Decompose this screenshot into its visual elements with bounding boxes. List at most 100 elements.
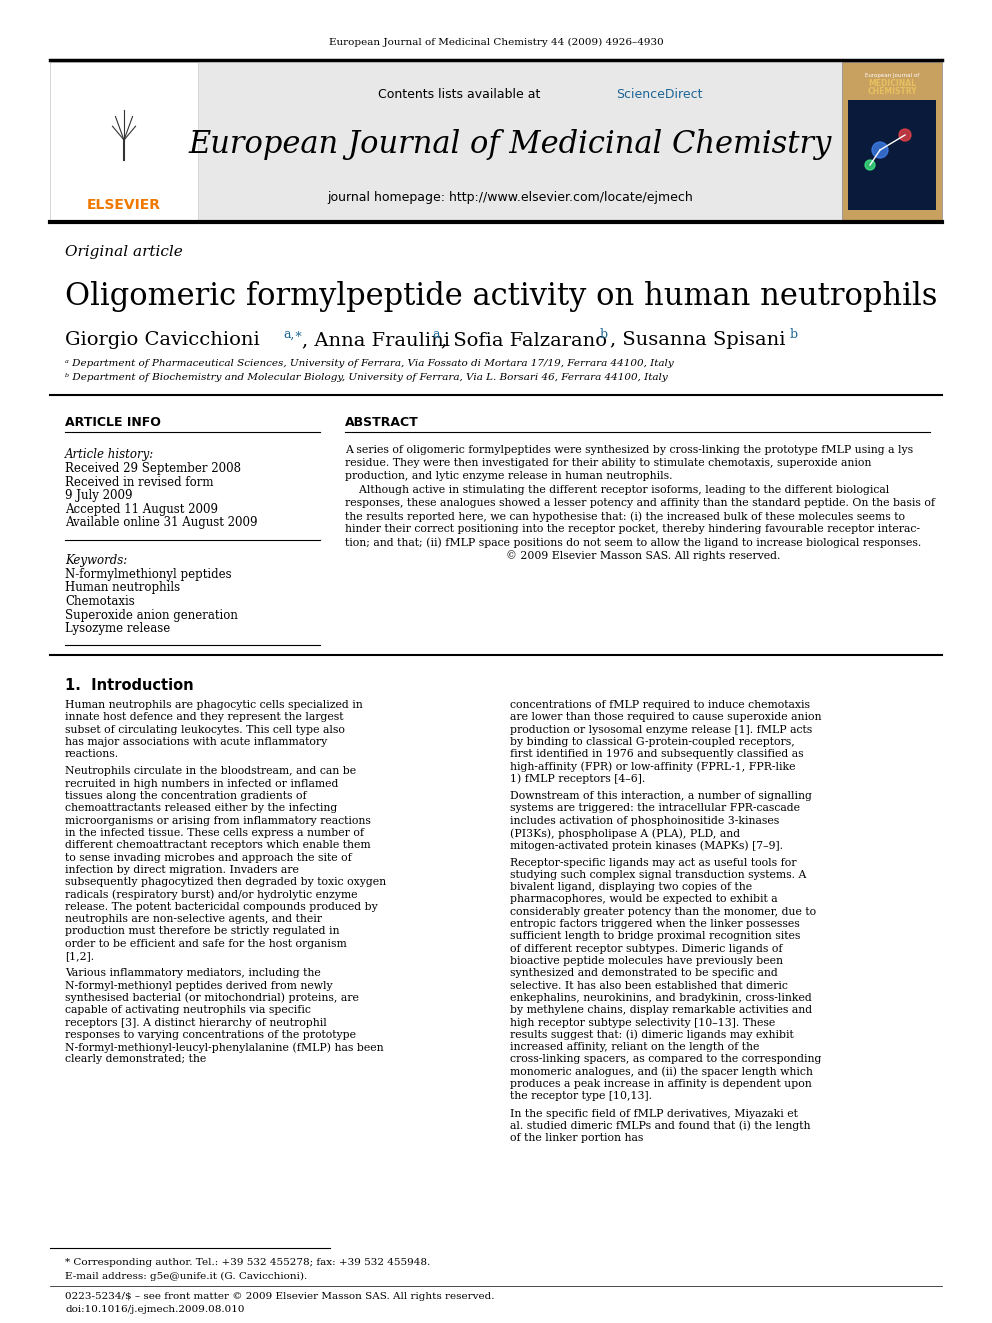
Text: European Journal of Medicinal Chemistry: European Journal of Medicinal Chemistry	[188, 130, 831, 160]
Text: synthesised bacterial (or mitochondrial) proteins, are: synthesised bacterial (or mitochondrial)…	[65, 992, 359, 1003]
Text: [1,2].: [1,2].	[65, 951, 94, 960]
Text: ScienceDirect: ScienceDirect	[616, 89, 702, 102]
Text: increased affinity, reliant on the length of the: increased affinity, reliant on the lengt…	[510, 1043, 759, 1052]
Text: first identified in 1976 and subsequently classified as: first identified in 1976 and subsequentl…	[510, 749, 804, 759]
Bar	[842, 62, 942, 220]
Text: Received 29 September 2008: Received 29 September 2008	[65, 462, 241, 475]
Text: radicals (respiratory burst) and/or hydrolytic enzyme: radicals (respiratory burst) and/or hydr…	[65, 889, 357, 900]
Text: 1.  Introduction: 1. Introduction	[65, 677, 193, 693]
Text: N-formylmethionyl peptides: N-formylmethionyl peptides	[65, 568, 231, 581]
Text: synthesized and demonstrated to be specific and: synthesized and demonstrated to be speci…	[510, 968, 778, 978]
Text: chemoattractants released either by the infecting: chemoattractants released either by the …	[65, 803, 337, 814]
Text: produces a peak increase in affinity is dependent upon: produces a peak increase in affinity is …	[510, 1080, 811, 1089]
Text: release. The potent bactericidal compounds produced by: release. The potent bactericidal compoun…	[65, 902, 378, 912]
Text: a: a	[432, 328, 439, 340]
Bar	[50, 62, 942, 220]
Text: Receptor-specific ligands may act as useful tools for: Receptor-specific ligands may act as use…	[510, 857, 797, 868]
Text: systems are triggered: the intracellular FPR-cascade: systems are triggered: the intracellular…	[510, 803, 800, 814]
Text: a,∗: a,∗	[283, 328, 303, 340]
Text: 0223-5234/$ – see front matter © 2009 Elsevier Masson SAS. All rights reserved.: 0223-5234/$ – see front matter © 2009 El…	[65, 1293, 494, 1301]
Circle shape	[865, 160, 875, 169]
Text: © 2009 Elsevier Masson SAS. All rights reserved.: © 2009 Elsevier Masson SAS. All rights r…	[345, 550, 781, 561]
Text: Article history:: Article history:	[65, 448, 154, 460]
Text: infection by direct migration. Invaders are: infection by direct migration. Invaders …	[65, 865, 299, 875]
Text: order to be efficient and safe for the host organism: order to be efficient and safe for the h…	[65, 939, 347, 949]
Text: monomeric analogues, and (ii) the spacer length which: monomeric analogues, and (ii) the spacer…	[510, 1066, 812, 1077]
Text: Although active in stimulating the different receptor isoforms, leading to the d: Although active in stimulating the diffe…	[345, 484, 889, 495]
Text: recruited in high numbers in infected or inflamed: recruited in high numbers in infected or…	[65, 779, 338, 789]
Text: al. studied dimeric fMLPs and found that (i) the length: al. studied dimeric fMLPs and found that…	[510, 1121, 810, 1131]
Text: results suggest that: (i) dimeric ligands may exhibit: results suggest that: (i) dimeric ligand…	[510, 1029, 794, 1040]
Text: sufficient length to bridge proximal recognition sites: sufficient length to bridge proximal rec…	[510, 931, 801, 942]
Text: MEDICINAL: MEDICINAL	[868, 78, 916, 87]
Text: 1) fMLP receptors [4–6].: 1) fMLP receptors [4–6].	[510, 774, 645, 785]
Text: A series of oligomeric formylpeptides were synthesized by cross-linking the prot: A series of oligomeric formylpeptides we…	[345, 445, 913, 455]
Text: neutrophils are non-selective agents, and their: neutrophils are non-selective agents, an…	[65, 914, 322, 923]
Text: receptors [3]. A distinct hierarchy of neutrophil: receptors [3]. A distinct hierarchy of n…	[65, 1017, 326, 1028]
Text: has major associations with acute inflammatory: has major associations with acute inflam…	[65, 737, 327, 747]
Text: bioactive peptide molecules have previously been: bioactive peptide molecules have previou…	[510, 957, 783, 966]
Text: by methylene chains, display remarkable activities and: by methylene chains, display remarkable …	[510, 1005, 812, 1015]
Text: different chemoattractant receptors which enable them: different chemoattractant receptors whic…	[65, 840, 371, 851]
Text: enkephalins, neurokinins, and bradykinin, cross-linked: enkephalins, neurokinins, and bradykinin…	[510, 992, 811, 1003]
Text: , Susanna Spisani: , Susanna Spisani	[610, 331, 786, 349]
Text: Original article: Original article	[65, 245, 183, 259]
Text: ARTICLE INFO: ARTICLE INFO	[65, 415, 161, 429]
Text: Downstream of this interaction, a number of signalling: Downstream of this interaction, a number…	[510, 791, 811, 802]
Text: * Corresponding author. Tel.: +39 532 455278; fax: +39 532 455948.: * Corresponding author. Tel.: +39 532 45…	[65, 1258, 431, 1267]
Text: ᵃ Department of Pharmaceutical Sciences, University of Ferrara, Via Fossato di M: ᵃ Department of Pharmaceutical Sciences,…	[65, 360, 674, 369]
Text: cross-linking spacers, as compared to the corresponding: cross-linking spacers, as compared to th…	[510, 1054, 821, 1065]
Text: residue. They were then investigated for their ability to stimulate chemotaxis, : residue. They were then investigated for…	[345, 458, 871, 468]
Text: the results reported here, we can hypothesise that: (i) the increased bulk of th: the results reported here, we can hypoth…	[345, 511, 905, 521]
Text: E-mail address: g5e@unife.it (G. Cavicchioni).: E-mail address: g5e@unife.it (G. Cavicch…	[65, 1271, 308, 1281]
Text: b: b	[600, 328, 608, 340]
Text: concentrations of fMLP required to induce chemotaxis: concentrations of fMLP required to induc…	[510, 700, 810, 710]
Text: Lysozyme release: Lysozyme release	[65, 622, 171, 635]
Text: In the specific field of fMLP derivatives, Miyazaki et: In the specific field of fMLP derivative…	[510, 1109, 798, 1119]
Text: of different receptor subtypes. Dimeric ligands of: of different receptor subtypes. Dimeric …	[510, 943, 783, 954]
Text: the receptor type [10,13].: the receptor type [10,13].	[510, 1091, 652, 1101]
Text: b: b	[790, 328, 799, 340]
Text: Various inflammatory mediators, including the: Various inflammatory mediators, includin…	[65, 968, 320, 978]
Text: Chemotaxis: Chemotaxis	[65, 595, 135, 609]
Text: production must therefore be strictly regulated in: production must therefore be strictly re…	[65, 926, 339, 937]
Text: responses, these analogues showed a lesser potency and affinity than the standar: responses, these analogues showed a less…	[345, 497, 935, 508]
Text: tion; and that; (ii) fMLP space positions do not seem to allow the ligand to inc: tion; and that; (ii) fMLP space position…	[345, 537, 922, 548]
Text: by binding to classical G-protein-coupled receptors,: by binding to classical G-protein-couple…	[510, 737, 795, 747]
Text: Superoxide anion generation: Superoxide anion generation	[65, 609, 238, 622]
Text: ELSEVIER: ELSEVIER	[87, 198, 161, 212]
Text: European Journal of: European Journal of	[865, 73, 920, 78]
Text: Accepted 11 August 2009: Accepted 11 August 2009	[65, 503, 218, 516]
Text: Oligomeric formylpeptide activity on human neutrophils: Oligomeric formylpeptide activity on hum…	[65, 280, 937, 311]
Text: in the infected tissue. These cells express a number of: in the infected tissue. These cells expr…	[65, 828, 364, 837]
Text: subset of circulating leukocytes. This cell type also: subset of circulating leukocytes. This c…	[65, 725, 345, 734]
Text: bivalent ligand, displaying two copies of the: bivalent ligand, displaying two copies o…	[510, 882, 752, 892]
Text: responses to varying concentrations of the prototype: responses to varying concentrations of t…	[65, 1029, 356, 1040]
Text: Giorgio Cavicchioni: Giorgio Cavicchioni	[65, 331, 260, 349]
Text: pharmacophores, would be expected to exhibit a: pharmacophores, would be expected to exh…	[510, 894, 778, 905]
Text: of the linker portion has: of the linker portion has	[510, 1134, 644, 1143]
Bar	[50, 62, 198, 220]
Text: capable of activating neutrophils via specific: capable of activating neutrophils via sp…	[65, 1005, 310, 1015]
Text: Keywords:: Keywords:	[65, 554, 127, 568]
Text: entropic factors triggered when the linker possesses: entropic factors triggered when the link…	[510, 919, 800, 929]
Text: European Journal of Medicinal Chemistry 44 (2009) 4926–4930: European Journal of Medicinal Chemistry …	[328, 37, 664, 46]
Circle shape	[872, 142, 888, 157]
Circle shape	[899, 130, 911, 142]
Text: production or lysosomal enzyme release [1]. fMLP acts: production or lysosomal enzyme release […	[510, 725, 812, 734]
Text: journal homepage: http://www.elsevier.com/locate/ejmech: journal homepage: http://www.elsevier.co…	[327, 192, 692, 205]
Text: ABSTRACT: ABSTRACT	[345, 415, 419, 429]
Text: , Anna Fraulini: , Anna Fraulini	[302, 331, 450, 349]
Text: mitogen-activated protein kinases (MAPKs) [7–9].: mitogen-activated protein kinases (MAPKs…	[510, 840, 783, 851]
Text: considerably greater potency than the monomer, due to: considerably greater potency than the mo…	[510, 906, 816, 917]
Text: innate host defence and they represent the largest: innate host defence and they represent t…	[65, 712, 343, 722]
Text: microorganisms or arising from inflammatory reactions: microorganisms or arising from inflammat…	[65, 816, 371, 826]
Text: includes activation of phosphoinositide 3-kinases: includes activation of phosphoinositide …	[510, 816, 780, 826]
Text: are lower than those required to cause superoxide anion: are lower than those required to cause s…	[510, 712, 821, 722]
Text: Human neutrophils: Human neutrophils	[65, 582, 181, 594]
Text: studying such complex signal transduction systems. A: studying such complex signal transductio…	[510, 871, 806, 880]
Text: hinder their correct positioning into the receptor pocket, thereby hindering fav: hinder their correct positioning into th…	[345, 524, 920, 534]
Text: clearly demonstrated; the: clearly demonstrated; the	[65, 1054, 206, 1065]
Text: Contents lists available at: Contents lists available at	[378, 89, 545, 102]
Text: N-formyl-methionyl-leucyl-phenylalanine (fMLP) has been: N-formyl-methionyl-leucyl-phenylalanine …	[65, 1043, 384, 1053]
